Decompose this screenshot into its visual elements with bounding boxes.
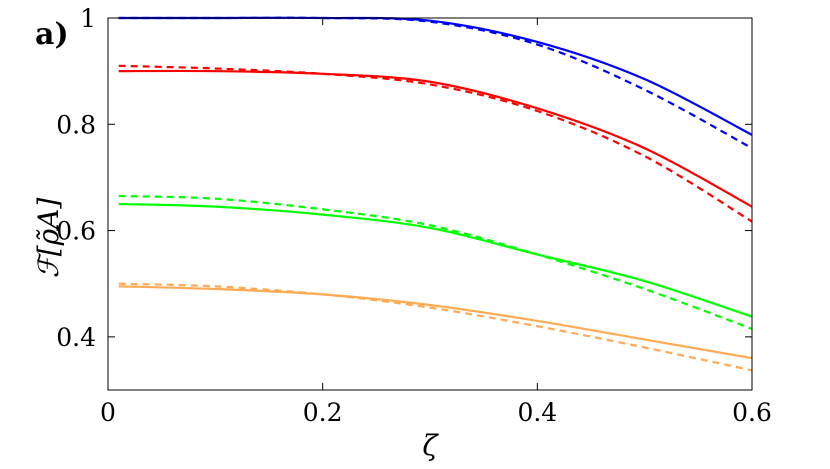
x-axis-label: ζ (422, 429, 439, 462)
y-tick-label: 0.4 (56, 323, 96, 352)
x-tick-label: 0.2 (303, 398, 343, 427)
series-line-6-dashed (118, 194, 753, 330)
plot-area-frame (107, 17, 753, 391)
series-line-7-solid (118, 285, 753, 360)
y-tick-label: 0.6 (56, 217, 96, 246)
x-tick-label: 0.6 (732, 398, 772, 427)
series-line-3-solid (118, 69, 753, 208)
plot-lines (118, 16, 753, 372)
series-line-4-dashed (118, 64, 753, 223)
x-tick-label: 0.4 (517, 398, 557, 427)
x-tick-label: 0 (100, 398, 116, 427)
series-line-5-solid (118, 202, 753, 318)
series-line-1-solid (118, 16, 753, 136)
y-axis-label: ℱ[ρ̃A] (32, 198, 65, 279)
y-tick-label: 0.8 (56, 110, 96, 139)
series-line-8-dashed (118, 282, 753, 372)
y-tick-label: 1 (80, 4, 96, 33)
axis-ticks: 0 0.2 0.4 0.6 0.4 0.6 0.8 1 (56, 4, 772, 427)
panel-label: a) (35, 17, 69, 52)
